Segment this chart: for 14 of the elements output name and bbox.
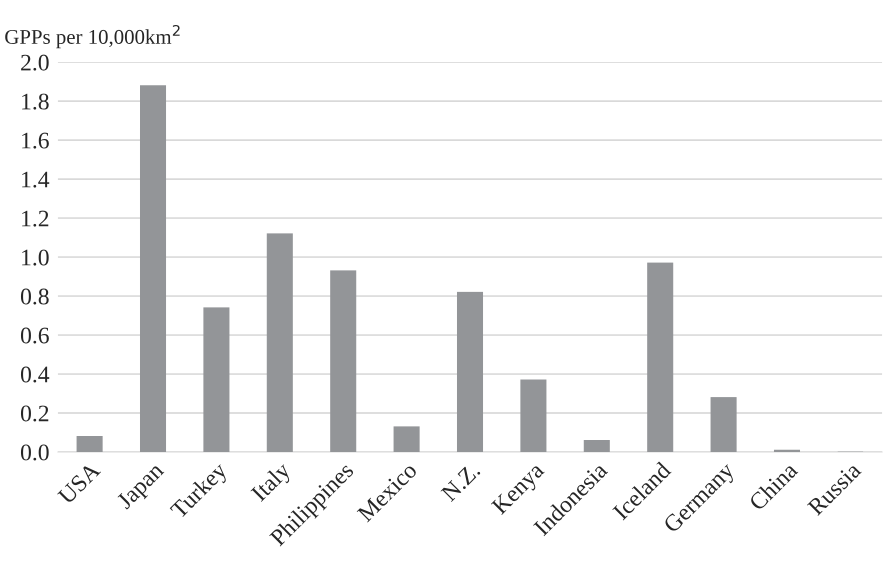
y-tick-label: 2.0 (21, 54, 49, 71)
y-tick-label: 1.2 (22, 210, 48, 227)
y-tick-label: 0.4 (20, 366, 50, 383)
y-tick-label: 0.2 (20, 406, 48, 422)
y-axis-title: GPPs per 10,000km$^{2}$ (5, 24, 180, 48)
y-tick-label: 0.0 (20, 444, 49, 461)
y-tick-label: 1.8 (22, 94, 49, 110)
x-tick-label: USA (57, 460, 102, 506)
y-tick-label: 0.8 (20, 288, 49, 305)
y-tick-label: 1.6 (22, 132, 49, 149)
y-tick-label: 1.0 (22, 250, 49, 266)
y-tick-label: 0.6 (20, 328, 49, 344)
y-tick-label: 1.4 (22, 172, 50, 188)
x-tick-label: N.Z. (440, 462, 481, 502)
